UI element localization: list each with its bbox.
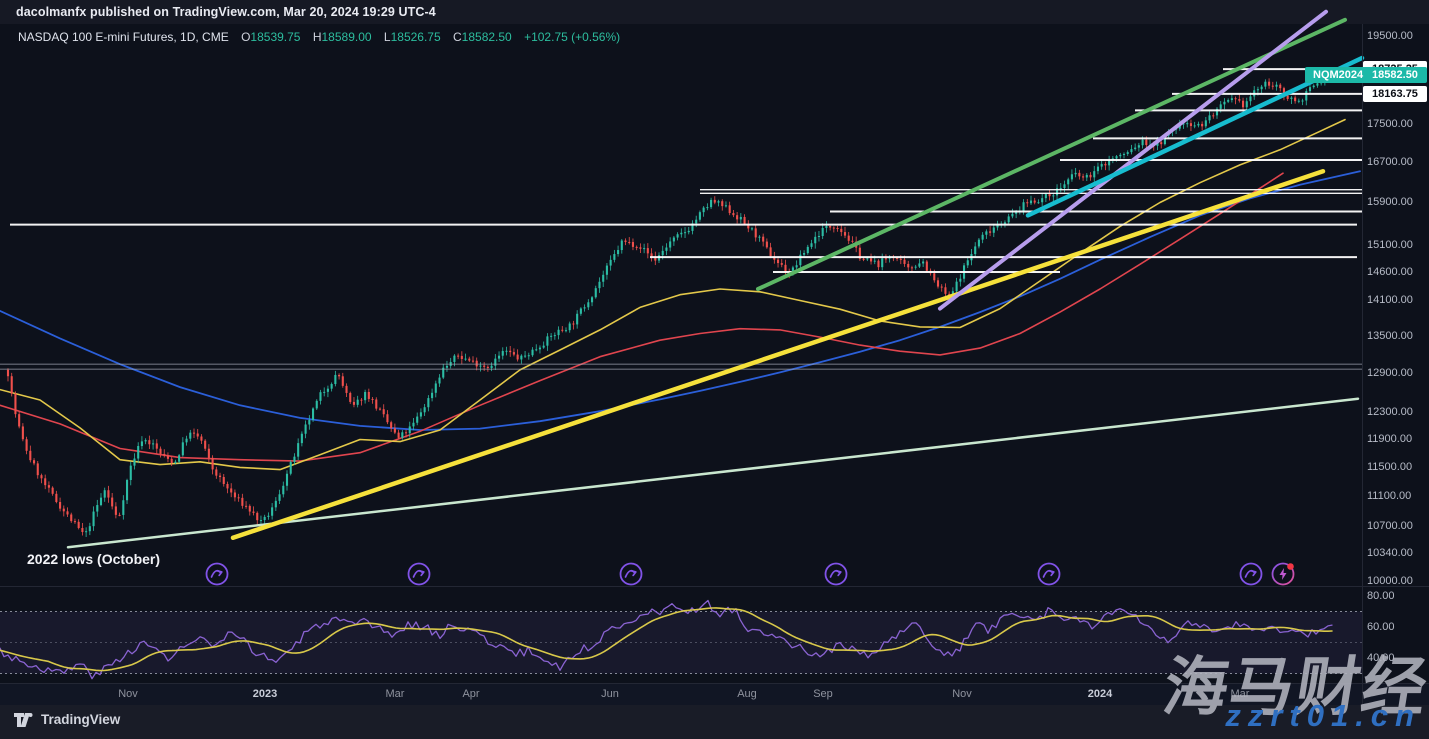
symbol-title: NASDAQ 100 E-mini Futures, 1D, CME: [18, 30, 229, 44]
flash-idea-icon[interactable]: [1271, 562, 1295, 586]
pattern-arrow-icon[interactable]: [1239, 562, 1263, 586]
price-axis-tick-label: 15900.00: [1367, 196, 1413, 209]
pattern-arrow-icon[interactable]: [619, 562, 643, 586]
time-axis-label: Apr: [462, 688, 480, 700]
pattern-arrow-icon[interactable]: [1037, 562, 1061, 586]
price-axis-tick-label: 11500.00: [1367, 460, 1413, 473]
tradingview-logo[interactable]: TradingView: [14, 712, 120, 727]
price-axis-tick-label: 14100.00: [1367, 294, 1413, 307]
tradingview-logo-text: TradingView: [41, 712, 121, 727]
pattern-arrow-icon[interactable]: [205, 562, 229, 586]
price-axis-badge-18582.50: 18582.50: [1363, 67, 1427, 84]
contract-label-badge: NQM2024: [1305, 67, 1372, 84]
time-axis-label: Sep: [813, 688, 833, 700]
price-axis-tick-label: 17500.00: [1367, 118, 1413, 131]
rsi-axis-tick-label: 40.00: [1367, 652, 1395, 664]
high-label: H: [312, 30, 322, 44]
time-axis-label: Nov: [118, 688, 138, 700]
watermark-site-url: zzrt01.cn: [1225, 698, 1421, 733]
close-value: 18582.50: [461, 30, 512, 44]
symbol-legend[interactable]: NASDAQ 100 E-mini Futures, 1D, CME O1853…: [18, 30, 620, 44]
price-axis-tick-label: 11100.00: [1367, 489, 1412, 502]
time-axis-label: Mar: [1230, 688, 1250, 700]
price-axis-tick-label: 10340.00: [1367, 547, 1413, 560]
high-value: 18589.00: [321, 30, 372, 44]
candlestick-series: [6, 72, 1330, 538]
rsi-axis-tick-label: 60.00: [1367, 621, 1395, 633]
price-axis-tick-label: 19500.00: [1367, 30, 1413, 42]
change-value: +102.75 (+0.56%): [524, 30, 621, 44]
time-axis-label: Nov: [952, 688, 972, 700]
pattern-arrow-icon[interactable]: [407, 562, 431, 586]
price-axis-tick-label: 14600.00: [1367, 266, 1413, 279]
channel-trendline-purple[interactable]: [938, 9, 1328, 311]
price-axis-tick-label: 10000.00: [1367, 574, 1413, 587]
open-label: O: [241, 30, 251, 44]
price-axis-tick-label: 16700.00: [1367, 156, 1413, 169]
published-byline: dacolmanfx published on TradingView.com,…: [16, 5, 436, 19]
channel-trendline-green[interactable]: [756, 17, 1347, 291]
idea-event-icons: [205, 562, 1295, 586]
time-axis-label: Aug: [737, 688, 757, 700]
price-axis-tick-label: 15100.00: [1367, 238, 1413, 251]
close-label: C: [453, 30, 462, 44]
open-value: 18539.75: [250, 30, 301, 44]
time-axis-label: Mar: [385, 688, 405, 700]
price-axis-tick-label: 11900.00: [1367, 432, 1413, 445]
tradingview-logo-icon: [14, 712, 33, 727]
price-axis-tick-label: 12900.00: [1367, 367, 1413, 380]
footer-bar: [0, 705, 1429, 739]
time-axis-label: Jun: [601, 688, 619, 700]
low-value: 18526.75: [390, 30, 441, 44]
price-axis-badge-18163.75: 18163.75: [1363, 85, 1427, 102]
lows-annotation[interactable]: 2022 lows (October): [27, 551, 161, 567]
lows-trendline-mint[interactable]: [66, 397, 1360, 549]
price-axis-tick-label: 12300.00: [1367, 405, 1413, 418]
support-trendline-cyan[interactable]: [1025, 55, 1365, 218]
rsi-axis-tick-label: 80.00: [1367, 590, 1395, 602]
pattern-arrow-icon[interactable]: [824, 562, 848, 586]
time-axis-bar[interactable]: [0, 683, 1429, 706]
low-label: L: [383, 30, 391, 44]
time-axis-label: 2024: [1087, 688, 1113, 700]
rsi-pane: [0, 599, 1362, 680]
price-axis-tick-label: 10700.00: [1367, 519, 1413, 532]
time-axis-label: 2023: [252, 688, 278, 700]
publish-header-bar: [0, 0, 1429, 24]
long-term-trendline-yellow[interactable]: [230, 169, 1326, 541]
price-axis-tick-label: 13500.00: [1367, 329, 1413, 342]
